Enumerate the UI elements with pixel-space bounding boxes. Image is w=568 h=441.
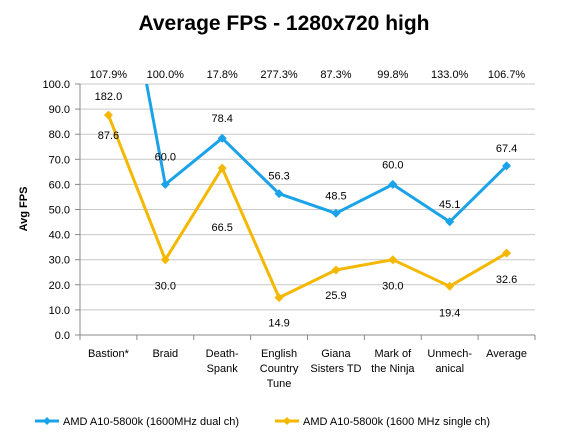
x-tick-label: Death-Spank (206, 348, 239, 375)
percent-label: 107.9% (90, 69, 128, 81)
chart-title: Average FPS - 1280x720 high (138, 12, 429, 35)
percent-label: 87.3% (320, 69, 351, 81)
data-point (445, 217, 455, 227)
series-line (145, 84, 508, 224)
percent-label: 106.7% (488, 69, 526, 81)
x-tick-label: Braid (152, 348, 178, 360)
x-tick-label: Giana Sisters TD (310, 348, 361, 375)
data-point (217, 163, 227, 173)
data-point (388, 255, 398, 265)
data-point (274, 293, 284, 303)
data-point (331, 265, 341, 275)
y-tick-label: 30.0 (49, 255, 70, 267)
x-tick-label: Bastion* (88, 348, 130, 360)
y-axis-label: Avg FPS (18, 187, 30, 232)
data-point (274, 189, 284, 199)
x-tick-label: Unmech-anical (427, 348, 472, 375)
x-tick-label: Mark of the Ninja (371, 348, 415, 375)
data-label: 14.9 (268, 318, 289, 330)
percent-label: 100.0% (147, 69, 185, 81)
data-label: 67.4 (496, 143, 517, 155)
percent-label: 133.0% (431, 69, 469, 81)
y-tick-label: 90.0 (49, 104, 70, 116)
data-label: 56.3 (268, 171, 289, 183)
data-point (502, 248, 512, 258)
data-point (217, 133, 227, 143)
data-point (160, 179, 170, 189)
series-line (107, 114, 508, 300)
data-point (331, 208, 341, 218)
data-label: 19.4 (439, 307, 460, 319)
data-label: 48.5 (325, 190, 346, 202)
y-tick-label: 100.0 (42, 79, 70, 91)
y-tick-label: 50.0 (49, 205, 70, 217)
data-label: 30.0 (155, 281, 176, 293)
percent-label: 99.8% (377, 69, 408, 81)
y-tick-label: 0.0 (55, 330, 70, 342)
percent-label: 277.3% (260, 69, 298, 81)
data-label: 30.0 (382, 281, 403, 293)
x-tick-label: Average (486, 348, 527, 360)
y-tick-label: 10.0 (49, 305, 70, 317)
x-tick-label: English Country Tune (260, 348, 299, 390)
percent-label: 17.8% (207, 69, 238, 81)
y-tick-label: 80.0 (49, 129, 70, 141)
legend-marker (43, 417, 51, 425)
data-point (502, 161, 512, 171)
y-tick-label: 70.0 (49, 154, 70, 166)
legend-marker (283, 417, 291, 425)
data-label: 78.4 (211, 113, 232, 125)
data-label: 25.9 (325, 290, 346, 302)
y-tick-label: 40.0 (49, 230, 70, 242)
data-label: 182.0 (95, 91, 123, 103)
data-point (160, 255, 170, 265)
legend-label: AMD A10-5800k (1600 MHz single ch) (303, 416, 490, 428)
data-label: 66.5 (211, 222, 232, 234)
data-label: 60.0 (382, 159, 403, 171)
data-label: 32.6 (496, 274, 517, 286)
data-label: 60.0 (155, 151, 176, 163)
y-tick-label: 20.0 (49, 280, 70, 292)
data-point (388, 179, 398, 189)
y-tick-label: 60.0 (49, 179, 70, 191)
legend-label: AMD A10-5800k (1600MHz dual ch) (63, 416, 239, 428)
data-label: 87.6 (98, 130, 119, 142)
data-label: 45.1 (439, 199, 460, 211)
data-point (103, 110, 113, 120)
data-point (445, 281, 455, 291)
